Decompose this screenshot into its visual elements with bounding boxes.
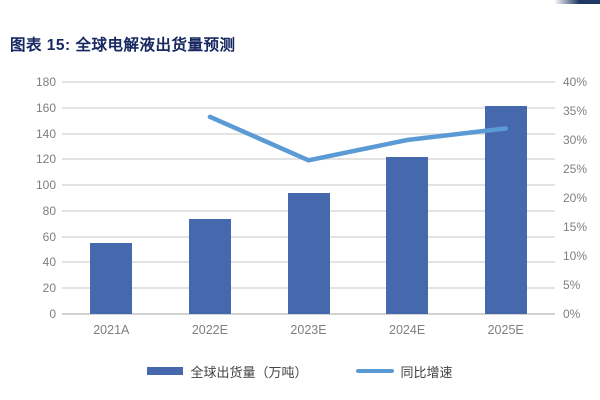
left-axis-tick-label: 80 bbox=[42, 203, 56, 218]
right-axis-tick-label: 10% bbox=[563, 249, 588, 263]
gridline bbox=[62, 106, 555, 109]
x-axis-label-2024E: 2024E bbox=[389, 323, 426, 337]
right-axis-tick-label: 15% bbox=[563, 220, 588, 234]
legend-bar-swatch bbox=[147, 367, 184, 375]
x-axis-label-2023E: 2023E bbox=[290, 323, 327, 337]
gridline bbox=[62, 81, 555, 83]
right-axis-tick-label: 5% bbox=[563, 278, 581, 292]
legend-item-bars: 全球出货量（万吨） bbox=[147, 362, 308, 381]
left-axis-tick-label: 100 bbox=[35, 178, 56, 193]
legend-line-label: 同比增速 bbox=[400, 364, 453, 380]
left-axis-tick-label: 180 bbox=[35, 75, 56, 89]
gridline bbox=[62, 132, 555, 135]
left-axis-tick-label: 0 bbox=[49, 307, 56, 321]
growth-line bbox=[207, 114, 508, 163]
left-axis-tick-label: 20 bbox=[42, 281, 56, 296]
chart-legend: 全球出货量（万吨） 同比增速 bbox=[0, 361, 600, 381]
bar-2021A bbox=[90, 243, 133, 314]
left-axis-tick-label: 40 bbox=[42, 255, 56, 270]
left-axis-tick-label: 140 bbox=[35, 126, 56, 141]
legend-bar-label: 全球出货量（万吨） bbox=[190, 364, 308, 380]
right-axis-tick-label: 40% bbox=[563, 75, 588, 89]
right-axis-tick-label: 25% bbox=[563, 162, 588, 176]
right-axis-tick-label: 35% bbox=[563, 104, 588, 118]
x-axis-label-2021A: 2021A bbox=[93, 323, 130, 337]
left-axis-tick-label: 60 bbox=[42, 229, 56, 244]
bar-2024E bbox=[386, 156, 429, 314]
left-axis-tick-label: 160 bbox=[35, 100, 56, 115]
gridline bbox=[62, 184, 555, 187]
left-axis-tick-label: 120 bbox=[35, 152, 56, 167]
right-axis-tick-label: 20% bbox=[563, 191, 588, 205]
bar-2022E bbox=[188, 218, 231, 314]
x-axis-label-2025E: 2025E bbox=[487, 323, 524, 337]
bar-2023E bbox=[287, 192, 330, 314]
page-corner-strip bbox=[554, 0, 600, 4]
legend-item-line: 同比增速 bbox=[355, 362, 453, 381]
x-axis-label-2022E: 2022E bbox=[191, 323, 228, 337]
bar-2025E bbox=[484, 106, 527, 314]
legend-line-swatch bbox=[355, 369, 394, 373]
right-axis-tick-label: 0% bbox=[563, 307, 581, 321]
figure-title: 图表 15: 全球电解液出货量预测 bbox=[10, 37, 236, 54]
gridline bbox=[62, 313, 555, 315]
right-axis-tick-label: 30% bbox=[563, 133, 588, 147]
